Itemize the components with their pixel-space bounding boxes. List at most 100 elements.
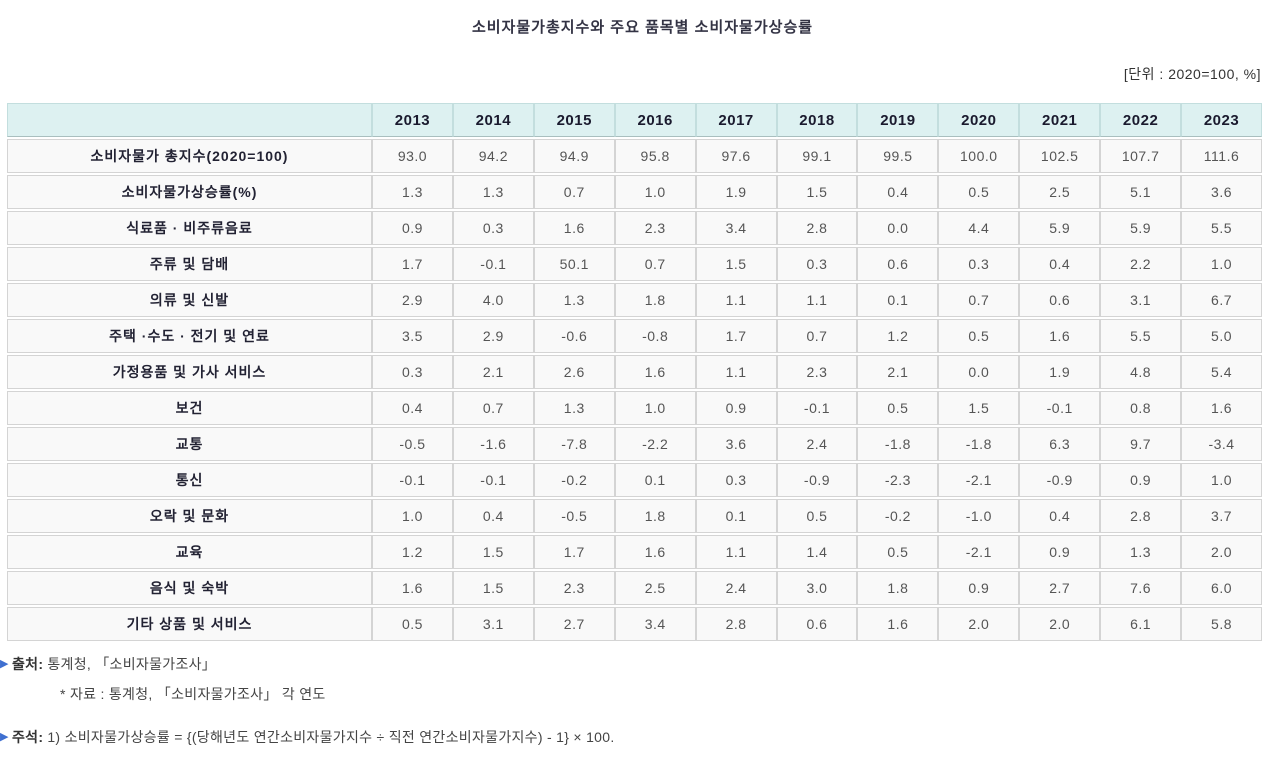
table-row: 가정용품 및 가사 서비스 0.3 2.1 2.6 1.6 1.1 2.3 2.1 0.0 1.9… xyxy=(7,355,1262,389)
value-cell: 0.1 xyxy=(857,283,939,317)
value-cell: 0.3 xyxy=(452,211,534,245)
bullet-triangle-icon: ▶ xyxy=(0,658,9,670)
value-cell: -1.8 xyxy=(857,427,939,461)
row-label: 주류 및 담배 xyxy=(7,247,372,281)
value-cell: 100.0 xyxy=(938,139,1020,173)
value-cell: 102.5 xyxy=(1019,139,1101,173)
value-cell: 3.6 xyxy=(695,427,777,461)
value-cell: 1.7 xyxy=(533,535,615,569)
value-cell: 1.0 xyxy=(1181,463,1262,497)
value-cell: 5.8 xyxy=(1181,607,1262,641)
value-cell: 7.6 xyxy=(1100,571,1182,605)
row-label: 오락 및 문화 xyxy=(7,499,372,533)
note-text: 1) 소비자물가상승률 = {(당해년도 연간소비자물가지수 ÷ 직전 연간소비… xyxy=(47,729,615,745)
value-cell: 9.7 xyxy=(1100,427,1182,461)
value-cell: 107.7 xyxy=(1100,139,1182,173)
value-cell: 2.5 xyxy=(614,571,696,605)
value-cell: 0.1 xyxy=(614,463,696,497)
value-cell: 1.5 xyxy=(776,175,858,209)
value-cell: 0.5 xyxy=(938,175,1020,209)
value-cell: 95.8 xyxy=(614,139,696,173)
value-cell: 1.5 xyxy=(452,535,534,569)
row-label: 의류 및 신발 xyxy=(7,283,372,317)
value-cell: -3.4 xyxy=(1181,427,1262,461)
row-label: 소비자물가상승률(%) xyxy=(7,175,372,209)
value-cell: 2.9 xyxy=(372,283,453,317)
value-cell: 6.7 xyxy=(1181,283,1262,317)
value-cell: 2.1 xyxy=(452,355,534,389)
value-cell: -0.8 xyxy=(614,319,696,353)
value-cell: -0.1 xyxy=(776,391,858,425)
value-cell: 0.4 xyxy=(372,391,453,425)
value-cell: 0.7 xyxy=(533,175,615,209)
value-cell: 0.3 xyxy=(938,247,1020,281)
value-cell: 1.3 xyxy=(452,175,534,209)
value-cell: 0.7 xyxy=(452,391,534,425)
value-cell: 3.0 xyxy=(776,571,858,605)
value-cell: -1.0 xyxy=(938,499,1020,533)
value-cell: 2.1 xyxy=(857,355,939,389)
table-row: 교통 -0.5 -1.6 -7.8 -2.2 3.6 2.4 -1.8 -1.8 6.3 9.7 -3… xyxy=(7,427,1262,461)
table-row: 소비자물가상승률(%) 1.3 1.3 0.7 1.0 1.9 1.5 0.4 0.5 2.5 5.… xyxy=(7,175,1262,209)
value-cell: 2.7 xyxy=(533,607,615,641)
value-cell: 1.8 xyxy=(857,571,939,605)
value-cell: 0.9 xyxy=(372,211,453,245)
value-cell: 4.0 xyxy=(452,283,534,317)
note-label: 주석: xyxy=(12,729,44,745)
value-cell: -0.5 xyxy=(533,499,615,533)
table-row: 통신 -0.1 -0.1 -0.2 0.1 0.3 -0.9 -2.3 -2.1 -0.9 0.9 1… xyxy=(7,463,1262,497)
cpi-table: 2013 2014 2015 2016 2017 2018 2019 2020 2021 2022… xyxy=(7,101,1262,643)
value-cell: 1.3 xyxy=(533,283,615,317)
value-cell: 4.8 xyxy=(1100,355,1182,389)
value-cell: 0.9 xyxy=(1100,463,1182,497)
value-cell: 1.6 xyxy=(1019,319,1101,353)
value-cell: 1.3 xyxy=(372,175,453,209)
value-cell: 5.5 xyxy=(1181,211,1262,245)
value-cell: 1.2 xyxy=(857,319,939,353)
value-cell: 2.7 xyxy=(1019,571,1101,605)
value-cell: 0.8 xyxy=(1100,391,1182,425)
value-cell: 3.4 xyxy=(614,607,696,641)
source-line: ▶ 출처: 통계청, 「소비자물가조사」 xyxy=(0,654,216,674)
row-label: 기타 상품 및 서비스 xyxy=(7,607,372,641)
value-cell: 0.9 xyxy=(695,391,777,425)
value-cell: 0.6 xyxy=(776,607,858,641)
value-cell: 1.6 xyxy=(614,535,696,569)
note-line: ▶ 주석: 1) 소비자물가상승률 = {(당해년도 연간소비자물가지수 ÷ 직전 … xyxy=(0,727,615,747)
value-cell: 0.5 xyxy=(938,319,1020,353)
row-label: 소비자물가 총지수(2020=100) xyxy=(7,139,372,173)
year-column-header: 2016 xyxy=(614,103,696,137)
table-row: 주택 ·수도 · 전기 및 연료 3.5 2.9 -0.6 -0.8 1.7 0.7 1.2 0… xyxy=(7,319,1262,353)
value-cell: 93.0 xyxy=(372,139,453,173)
value-cell: 1.6 xyxy=(1181,391,1262,425)
value-cell: 1.8 xyxy=(614,283,696,317)
value-cell: 1.4 xyxy=(776,535,858,569)
value-cell: -0.9 xyxy=(776,463,858,497)
value-cell: 0.7 xyxy=(614,247,696,281)
row-label: 음식 및 숙박 xyxy=(7,571,372,605)
value-cell: 1.1 xyxy=(695,535,777,569)
value-cell: 97.6 xyxy=(695,139,777,173)
value-cell: -0.2 xyxy=(857,499,939,533)
row-label: 교통 xyxy=(7,427,372,461)
value-cell: 0.9 xyxy=(1019,535,1101,569)
value-cell: -0.6 xyxy=(533,319,615,353)
value-cell: 0.3 xyxy=(776,247,858,281)
value-cell: -1.6 xyxy=(452,427,534,461)
value-cell: 0.4 xyxy=(857,175,939,209)
row-label: 교육 xyxy=(7,535,372,569)
value-cell: 1.0 xyxy=(1181,247,1262,281)
value-cell: 1.1 xyxy=(776,283,858,317)
value-cell: 2.8 xyxy=(695,607,777,641)
value-cell: 1.6 xyxy=(533,211,615,245)
value-cell: 0.5 xyxy=(857,391,939,425)
value-cell: 3.5 xyxy=(372,319,453,353)
value-cell: -0.9 xyxy=(1019,463,1101,497)
value-cell: 1.1 xyxy=(695,355,777,389)
table-row: 보건 0.4 0.7 1.3 1.0 0.9 -0.1 0.5 1.5 -0.1 0.8 1.6 xyxy=(7,391,1262,425)
table-row: 소비자물가 총지수(2020=100) 93.0 94.2 94.9 95.8 97.6 9… xyxy=(7,139,1262,173)
value-cell: 94.2 xyxy=(452,139,534,173)
value-cell: 3.4 xyxy=(695,211,777,245)
value-cell: 2.5 xyxy=(1019,175,1101,209)
value-cell: 1.7 xyxy=(372,247,453,281)
